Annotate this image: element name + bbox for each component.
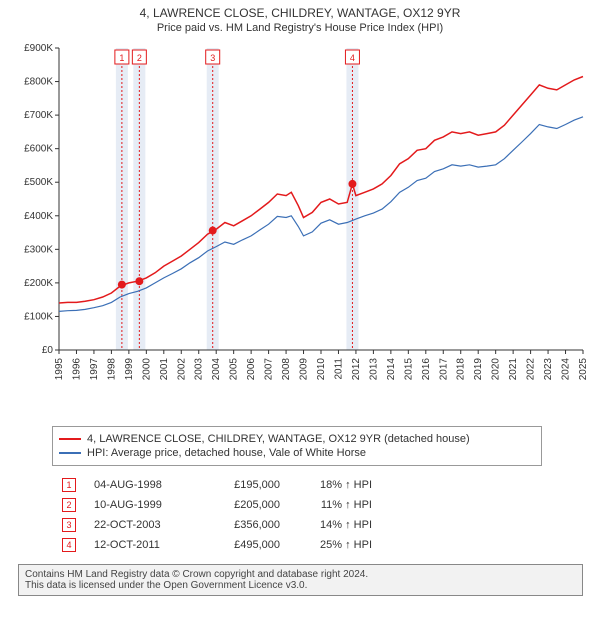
legend-row-property: 4, LAWRENCE CLOSE, CHILDREY, WANTAGE, OX… (59, 433, 535, 445)
legend-swatch-hpi (59, 452, 81, 454)
event-row: 3 22-OCT-2003£356,00014% ↑ HPI (54, 516, 380, 534)
x-tick-label: 1999 (124, 358, 135, 381)
x-tick-label: 2024 (561, 358, 572, 381)
x-tick-label: 2018 (456, 358, 467, 381)
x-tick-label: 2009 (299, 358, 310, 381)
x-tick-label: 2003 (194, 358, 205, 381)
x-tick-label: 2012 (351, 358, 362, 381)
event-date: 22-OCT-2003 (86, 516, 196, 534)
price-chart: £0 £100K £200K £300K £400K £500K £600K £700K £80… (9, 40, 591, 420)
event-date: 04-AUG-1998 (86, 476, 196, 494)
x-tick-label: 2011 (333, 358, 344, 380)
legend-swatch-property (59, 438, 81, 440)
event-row: 1 04-AUG-1998£195,00018% ↑ HPI (54, 476, 380, 494)
y-tick-label: £500K (24, 177, 53, 188)
event-marker-number: 4 (350, 53, 355, 63)
chart-svg: £0 £100K £200K £300K £400K £500K £600K £700K £80… (9, 40, 591, 420)
event-date: 12-OCT-2011 (86, 536, 196, 554)
chart-header: 4, LAWRENCE CLOSE, CHILDREY, WANTAGE, OX… (8, 6, 592, 34)
footer-line-2: This data is licensed under the Open Gov… (25, 580, 576, 591)
x-tick-label: 2004 (211, 358, 222, 381)
x-tick-label: 2008 (281, 358, 292, 381)
event-point (348, 180, 356, 188)
x-tick-label: 2015 (403, 358, 414, 381)
event-row: 4 12-OCT-2011£495,00025% ↑ HPI (54, 536, 380, 554)
event-point (135, 277, 143, 285)
x-tick-label: 2021 (508, 358, 519, 381)
x-tick-label: 2000 (141, 358, 152, 381)
x-tick-label: 2014 (386, 358, 397, 381)
event-marker-box: 2 (62, 498, 76, 512)
y-tick-label: £800K (24, 77, 53, 88)
x-tick-label: 1998 (106, 358, 117, 381)
x-tick-label: 2005 (229, 358, 240, 381)
event-marker-number: 2 (137, 53, 142, 63)
y-tick-label: £0 (42, 345, 54, 356)
legend-row-hpi: HPI: Average price, detached house, Vale… (59, 447, 535, 459)
x-tick-label: 2025 (578, 358, 589, 381)
y-tick-label: £300K (24, 244, 53, 255)
x-tick-label: 1995 (54, 358, 65, 381)
y-tick-label: £200K (24, 278, 53, 289)
x-tick-label: 2006 (246, 358, 257, 381)
y-tick-label: £700K (24, 110, 53, 121)
x-tick-label: 1996 (71, 358, 82, 381)
event-price: £195,000 (198, 476, 288, 494)
x-tick-label: 2010 (316, 358, 327, 381)
legend-label-property: 4, LAWRENCE CLOSE, CHILDREY, WANTAGE, OX… (87, 433, 470, 445)
event-point (209, 227, 217, 235)
event-pct-vs-hpi: 14% ↑ HPI (290, 516, 380, 534)
event-marker-box: 1 (62, 478, 76, 492)
y-tick-label: £400K (24, 211, 53, 222)
chart-title: 4, LAWRENCE CLOSE, CHILDREY, WANTAGE, OX… (8, 6, 592, 20)
events-table: 1 04-AUG-1998£195,00018% ↑ HPI 2 10-AUG-199… (52, 474, 382, 556)
event-marker-number: 3 (210, 53, 215, 63)
x-tick-label: 2013 (368, 358, 379, 381)
event-pct-vs-hpi: 11% ↑ HPI (290, 496, 380, 514)
event-row: 2 10-AUG-1999£205,00011% ↑ HPI (54, 496, 380, 514)
event-point (118, 281, 126, 289)
x-tick-label: 2017 (438, 358, 449, 381)
event-price: £495,000 (198, 536, 288, 554)
event-date: 10-AUG-1999 (86, 496, 196, 514)
x-tick-label: 2019 (473, 358, 484, 381)
chart-legend: 4, LAWRENCE CLOSE, CHILDREY, WANTAGE, OX… (52, 426, 542, 466)
x-tick-label: 2020 (491, 358, 502, 381)
footer-line-1: Contains HM Land Registry data © Crown c… (25, 569, 576, 580)
x-tick-label: 2023 (543, 358, 554, 381)
y-tick-label: £600K (24, 144, 53, 155)
event-pct-vs-hpi: 18% ↑ HPI (290, 476, 380, 494)
footer-note: Contains HM Land Registry data © Crown c… (18, 564, 583, 596)
x-tick-label: 1997 (89, 358, 100, 381)
event-marker-box: 4 (62, 538, 76, 552)
event-pct-vs-hpi: 25% ↑ HPI (290, 536, 380, 554)
legend-label-hpi: HPI: Average price, detached house, Vale… (87, 447, 366, 459)
x-tick-label: 2007 (264, 358, 275, 381)
x-tick-label: 2016 (421, 358, 432, 381)
x-tick-label: 2001 (159, 358, 170, 381)
y-tick-label: £100K (24, 311, 53, 322)
chart-subtitle: Price paid vs. HM Land Registry's House … (8, 22, 592, 34)
event-marker-number: 1 (119, 53, 124, 63)
event-price: £205,000 (198, 496, 288, 514)
x-tick-label: 2002 (176, 358, 187, 381)
y-tick-label: £900K (24, 43, 53, 54)
x-tick-label: 2022 (526, 358, 537, 381)
event-price: £356,000 (198, 516, 288, 534)
event-marker-box: 3 (62, 518, 76, 532)
